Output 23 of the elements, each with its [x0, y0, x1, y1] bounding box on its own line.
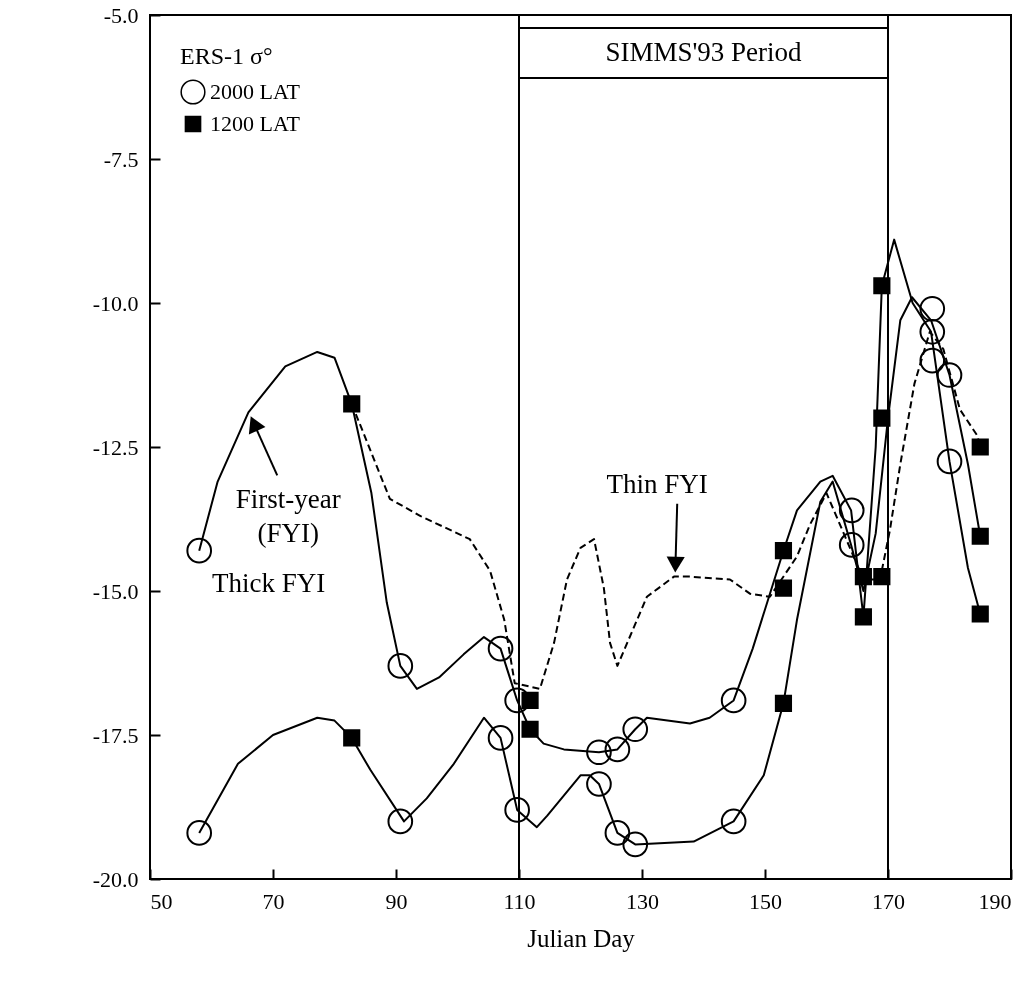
x-tick-label: 150 [749, 888, 782, 914]
x-tick-label: 90 [385, 888, 408, 914]
x-tick-label: 70 [262, 888, 285, 914]
legend-title: ERS-1 σ° [180, 43, 273, 69]
y-tick-label: -15.0 [92, 578, 139, 604]
y-tick-label: -7.5 [103, 146, 139, 172]
x-tick-label: 110 [503, 888, 536, 914]
y-tick-label: -12.5 [92, 434, 139, 460]
x-tick-label: 50 [150, 888, 173, 914]
annotation: Thick FYI [212, 568, 326, 598]
legend-label: 1200 LAT [210, 111, 301, 136]
legend-label: 2000 LAT [210, 79, 301, 104]
annotation: Thin FYI [606, 468, 708, 499]
y-tick-label: -5.0 [103, 2, 139, 28]
annotation: SIMMS'93 Period [605, 37, 803, 67]
y-tick-label: -10.0 [92, 290, 139, 316]
y-tick-label: -17.5 [92, 722, 139, 748]
x-axis-title: Julian Day [527, 924, 636, 952]
y-tick-label: -20.0 [92, 866, 139, 892]
annotation: First-year (FYI) [235, 484, 341, 549]
x-tick-label: 170 [872, 888, 905, 914]
x-tick-label: 130 [626, 888, 659, 914]
x-tick-label: 190 [978, 888, 1012, 914]
